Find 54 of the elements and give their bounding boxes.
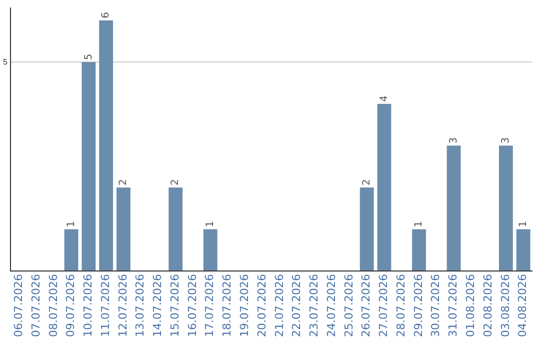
x-tick-label: 02.08.2026: [481, 274, 494, 338]
data-label: 2: [118, 179, 130, 186]
x-tick-label: 12.07.2026: [116, 274, 130, 338]
data-label: 3: [448, 137, 460, 144]
x-tick-label: 20.07.2026: [255, 274, 268, 338]
bar: [498, 146, 513, 271]
x-tick-label: 14.07.2026: [151, 274, 164, 338]
bar: [516, 229, 530, 271]
bar: [64, 229, 78, 271]
data-label: 2: [361, 179, 372, 186]
x-tick-label: 07.07.2026: [29, 274, 42, 338]
x-tick-label: 01.08.2026: [464, 274, 478, 338]
data-label: 4: [378, 96, 390, 102]
x-tick-label: 17.07.2026: [203, 274, 216, 338]
x-tick-label: 03.08.2026: [498, 274, 512, 338]
bar: [360, 187, 374, 271]
data-label: 3: [500, 137, 512, 144]
x-tick-label: 28.07.2026: [394, 274, 408, 338]
bar: [446, 146, 461, 271]
bar: [377, 104, 392, 271]
x-tick-label: 26.07.2026: [360, 274, 373, 338]
bar: [99, 20, 114, 271]
x-tick-label: 24.07.2026: [324, 274, 338, 338]
x-tick-label: 18.07.2026: [220, 274, 234, 338]
x-tick-label: 30.07.2026: [429, 274, 442, 338]
data-label: 5: [83, 54, 94, 60]
bar: [168, 187, 183, 271]
x-tick-label: 10.07.2026: [82, 274, 95, 338]
x-tick-label: 04.08.2026: [516, 274, 530, 338]
x-tick-label: 19.07.2026: [238, 274, 252, 338]
x-tick-label: 27.07.2026: [377, 274, 390, 338]
x-tick-label: 09.07.2026: [64, 274, 78, 338]
bar: [203, 229, 218, 271]
data-label: 1: [518, 220, 529, 228]
x-tick-label: 23.07.2026: [308, 274, 321, 338]
x-tick-label: 11.07.2026: [98, 274, 112, 338]
data-label: 1: [414, 220, 425, 228]
x-tick-label: 22.07.2026: [290, 274, 304, 338]
bar: [412, 229, 426, 271]
data-label: 1: [204, 220, 216, 228]
x-tick-label: 16.07.2026: [186, 274, 199, 338]
x-tick-label: 06.07.2026: [12, 274, 25, 338]
x-tick-label: 08.07.2026: [46, 274, 60, 338]
x-tick-label: 13.07.2026: [134, 274, 147, 338]
bar: [82, 62, 96, 271]
x-tick-label: 15.07.2026: [168, 274, 182, 338]
x-tick-label: 21.07.2026: [272, 274, 286, 338]
data-label: 2: [170, 179, 182, 186]
x-tick-label: 25.07.2026: [342, 274, 356, 338]
bar: [116, 187, 130, 271]
x-tick-label: 31.07.2026: [446, 274, 460, 338]
x-tick-label: 29.07.2026: [412, 274, 425, 338]
data-label: 1: [66, 220, 77, 228]
data-label: 6: [100, 12, 112, 18]
